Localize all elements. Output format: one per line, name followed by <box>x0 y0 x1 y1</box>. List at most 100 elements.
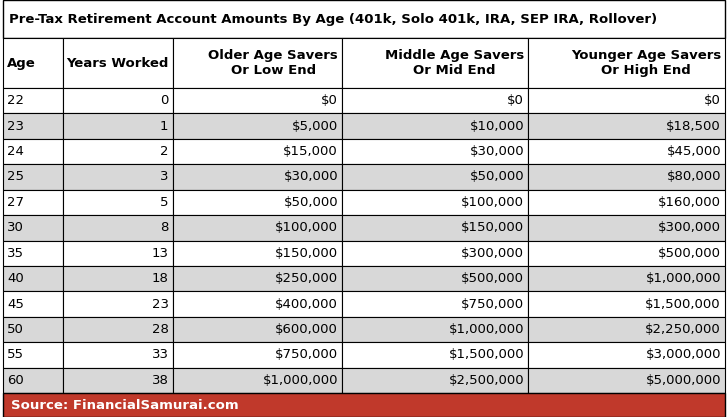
Bar <box>528 139 725 164</box>
Bar <box>528 266 725 291</box>
Text: $300,000: $300,000 <box>658 221 721 234</box>
Text: $30,000: $30,000 <box>470 145 524 158</box>
Bar <box>173 342 342 367</box>
Bar <box>3 113 63 139</box>
Bar <box>3 38 63 88</box>
Bar <box>342 342 528 367</box>
Bar <box>63 266 173 291</box>
Bar <box>528 241 725 266</box>
Bar <box>173 367 342 393</box>
Text: 28: 28 <box>151 323 169 336</box>
Text: $1,000,000: $1,000,000 <box>263 374 338 387</box>
Text: 8: 8 <box>160 221 169 234</box>
Bar <box>528 38 725 88</box>
Text: Older Age Savers
Or Low End: Older Age Savers Or Low End <box>208 49 338 77</box>
Bar <box>342 291 528 317</box>
Bar <box>63 367 173 393</box>
Text: Pre-Tax Retirement Account Amounts By Age (401k, Solo 401k, IRA, SEP IRA, Rollov: Pre-Tax Retirement Account Amounts By Ag… <box>9 13 657 25</box>
Text: $500,000: $500,000 <box>461 272 524 285</box>
Bar <box>342 88 528 113</box>
Bar <box>63 88 173 113</box>
Text: 18: 18 <box>151 272 169 285</box>
Text: $1,000,000: $1,000,000 <box>646 272 721 285</box>
Bar <box>173 215 342 241</box>
Text: 27: 27 <box>7 196 24 209</box>
Text: Younger Age Savers
Or High End: Younger Age Savers Or High End <box>571 49 721 77</box>
Bar <box>3 190 63 215</box>
Text: $400,000: $400,000 <box>275 298 338 311</box>
Text: $750,000: $750,000 <box>461 298 524 311</box>
Text: $10,000: $10,000 <box>470 120 524 133</box>
Bar <box>173 241 342 266</box>
Text: $50,000: $50,000 <box>283 196 338 209</box>
Text: $250,000: $250,000 <box>275 272 338 285</box>
Bar <box>3 88 63 113</box>
Text: 30: 30 <box>7 221 24 234</box>
Bar <box>342 164 528 190</box>
Bar <box>342 241 528 266</box>
Text: 24: 24 <box>7 145 24 158</box>
Text: 23: 23 <box>7 120 24 133</box>
Text: $80,000: $80,000 <box>667 171 721 183</box>
Text: 25: 25 <box>7 171 24 183</box>
Bar <box>528 88 725 113</box>
Text: $0: $0 <box>507 94 524 107</box>
Bar <box>3 0 725 38</box>
Text: $500,000: $500,000 <box>658 247 721 260</box>
Bar <box>63 139 173 164</box>
Bar <box>3 393 725 417</box>
Bar <box>63 291 173 317</box>
Bar <box>528 215 725 241</box>
Text: Age: Age <box>7 56 36 70</box>
Text: 40: 40 <box>7 272 24 285</box>
Bar <box>528 164 725 190</box>
Bar <box>342 139 528 164</box>
Bar <box>342 266 528 291</box>
Text: Source: FinancialSamurai.com: Source: FinancialSamurai.com <box>11 399 239 412</box>
Bar <box>173 190 342 215</box>
Text: 50: 50 <box>7 323 24 336</box>
Bar <box>3 241 63 266</box>
Bar <box>63 190 173 215</box>
Text: 0: 0 <box>160 94 169 107</box>
Bar <box>3 215 63 241</box>
Bar <box>528 317 725 342</box>
Bar <box>528 113 725 139</box>
Text: $1,500,000: $1,500,000 <box>448 348 524 362</box>
Text: 45: 45 <box>7 298 24 311</box>
Bar <box>173 113 342 139</box>
Text: 23: 23 <box>151 298 169 311</box>
Text: $750,000: $750,000 <box>275 348 338 362</box>
Bar <box>173 139 342 164</box>
Bar <box>63 317 173 342</box>
Bar <box>63 113 173 139</box>
Bar <box>3 342 63 367</box>
Text: $3,000,000: $3,000,000 <box>646 348 721 362</box>
Text: 3: 3 <box>160 171 169 183</box>
Bar <box>63 342 173 367</box>
Bar <box>173 317 342 342</box>
Bar <box>528 291 725 317</box>
Text: $2,250,000: $2,250,000 <box>645 323 721 336</box>
Text: 1: 1 <box>160 120 169 133</box>
Text: $1,000,000: $1,000,000 <box>448 323 524 336</box>
Text: $15,000: $15,000 <box>283 145 338 158</box>
Text: $5,000,000: $5,000,000 <box>646 374 721 387</box>
Text: $150,000: $150,000 <box>461 221 524 234</box>
Bar <box>342 190 528 215</box>
Text: $50,000: $50,000 <box>470 171 524 183</box>
Bar <box>342 113 528 139</box>
Bar <box>342 367 528 393</box>
Bar <box>3 317 63 342</box>
Text: $160,000: $160,000 <box>658 196 721 209</box>
Bar <box>3 291 63 317</box>
Text: $1,500,000: $1,500,000 <box>646 298 721 311</box>
Text: $100,000: $100,000 <box>275 221 338 234</box>
Text: 22: 22 <box>7 94 24 107</box>
Bar <box>342 317 528 342</box>
Bar <box>173 291 342 317</box>
Bar <box>63 241 173 266</box>
Bar <box>3 367 63 393</box>
Bar <box>3 266 63 291</box>
Bar <box>528 190 725 215</box>
